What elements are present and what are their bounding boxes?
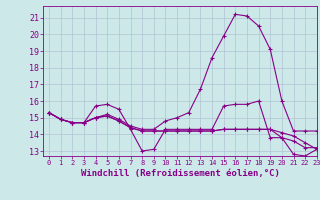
- X-axis label: Windchill (Refroidissement éolien,°C): Windchill (Refroidissement éolien,°C): [81, 169, 279, 178]
